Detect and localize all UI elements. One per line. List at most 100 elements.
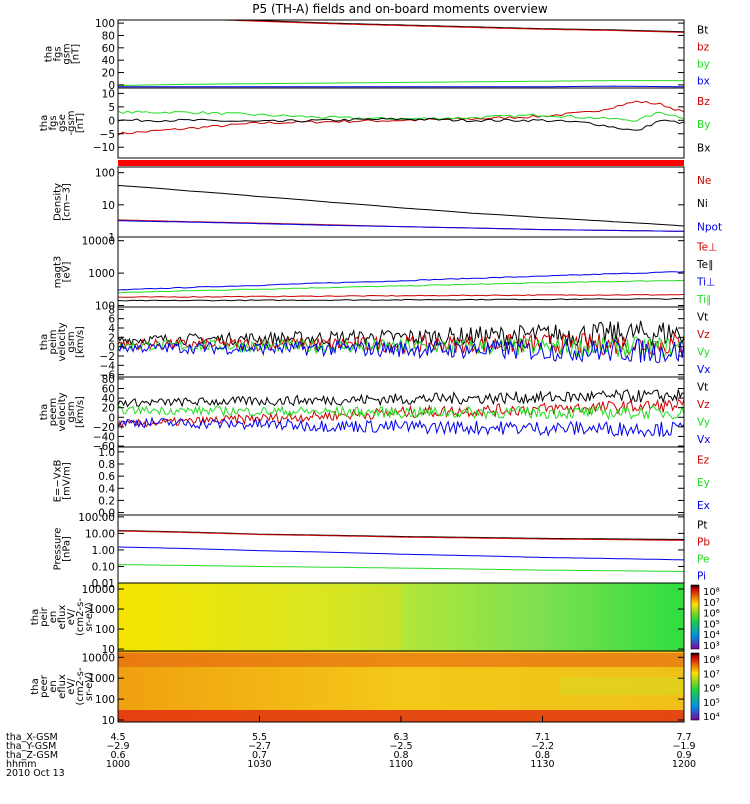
legend-Bz: Bz — [697, 96, 710, 108]
y-axis-label: Pressure[nPa] — [53, 528, 73, 571]
legend-Ni: Ni — [697, 198, 708, 210]
x-row-label: tha_Z-GSM — [6, 750, 58, 761]
legend-Vx: Vx — [697, 434, 710, 446]
y-tick-label: −20 — [93, 422, 115, 434]
series-line-Ne — [118, 219, 684, 232]
series-line-By — [118, 110, 684, 122]
x-tick-label: 1000 — [106, 759, 130, 770]
legend-Pt: Pt — [697, 519, 707, 531]
y-tick-label: 60 — [102, 43, 115, 55]
y-tick-label: 10.00 — [85, 528, 115, 540]
y-tick-label: 20 — [102, 403, 115, 415]
y-tick-label: 10 — [102, 200, 115, 212]
y-tick-label: −5 — [100, 129, 115, 141]
legend-Ez: Ez — [697, 454, 710, 466]
series-line-Te∥ — [118, 297, 684, 302]
colorbar-label: 10⁶ — [703, 684, 720, 695]
colorbar-label: 10⁷ — [703, 598, 720, 609]
series-line-Te⊥ — [118, 293, 684, 298]
y-tick-label: 10 — [102, 88, 115, 100]
x-tick-label: −2.9 — [106, 741, 129, 752]
legend-Vy: Vy — [697, 347, 710, 359]
y-tick-label: 10 — [102, 715, 115, 727]
date-label: 2010 Oct 13 — [6, 768, 65, 779]
series-line-Pi — [118, 546, 684, 561]
colorbar — [690, 652, 700, 721]
series-line-Vz — [118, 398, 684, 430]
panel-pressure: 0.01 0.10 1.00 10.00 100.00 Pressure[nPa] Pt Pb… — [53, 512, 711, 590]
colorbar — [690, 584, 700, 650]
legend-Ey: Ey — [697, 477, 710, 489]
legend-bx: bx — [697, 75, 710, 87]
colorbar-label: 10⁸ — [703, 587, 720, 598]
y-tick-label: 80 — [102, 374, 115, 386]
y-tick-label: 2 — [108, 332, 115, 344]
x-row-label: tha_X-GSM — [6, 732, 58, 743]
series-line-Bt — [226, 20, 684, 33]
y-axis-label: thapeemvelocitygsm[km/s] — [39, 392, 86, 431]
colorbar-label: 10⁶ — [703, 609, 720, 620]
chart-title: P5 (TH-A) fields and on-board moments ov… — [252, 2, 548, 16]
colorbar-label: 10⁵ — [703, 698, 720, 709]
x-tick-label: 0.7 — [252, 750, 267, 761]
y-tick-label: 1.00 — [92, 545, 115, 557]
y-tick-label: 80 — [102, 30, 115, 42]
panel-frame — [117, 376, 685, 448]
legend-Pi: Pi — [697, 570, 706, 582]
x-tick-label: 1200 — [672, 759, 696, 770]
series-line-Vx — [118, 337, 684, 364]
y-tick-label: −4 — [100, 360, 116, 372]
x-tick-label: 1030 — [247, 759, 271, 770]
y-tick-label: 0.01 — [92, 578, 115, 590]
series-line-Vy — [118, 336, 684, 359]
y-axis-label: thafgsgsm[nT] — [44, 43, 82, 64]
y-tick-label: 100 — [95, 694, 115, 706]
legend-Ex: Ex — [697, 500, 710, 512]
y-tick-label: 10000 — [82, 236, 115, 248]
series-line-Vy — [118, 404, 684, 421]
panel-frame — [117, 87, 685, 159]
series-line-Vx — [118, 416, 684, 438]
series-line-Ti⊥ — [118, 271, 684, 291]
x-tick-label: 0.8 — [393, 750, 408, 761]
x-tick-label: −1.9 — [672, 741, 695, 752]
legend-Vx: Vx — [697, 364, 710, 376]
y-tick-label: 1000 — [88, 268, 115, 280]
colorbar-label: 10⁵ — [703, 619, 720, 630]
y-tick-label: −60 — [93, 441, 115, 453]
x-tick-label: 0.6 — [110, 750, 125, 761]
spectrogram-patch — [118, 585, 401, 649]
spectrogram-patch — [559, 677, 684, 695]
legend-Te⊥: Te⊥ — [696, 242, 717, 254]
y-axis-label: E=−VxB[mV/m] — [53, 460, 73, 503]
x-tick-label: 4.5 — [110, 732, 125, 743]
y-tick-label: 1000 — [88, 604, 115, 616]
series-line-by — [118, 80, 684, 86]
x-tick-label: 5.5 — [252, 732, 267, 743]
y-tick-label: 100 — [95, 18, 115, 30]
y-tick-label: 4 — [108, 323, 115, 335]
series-line-bx — [118, 85, 684, 88]
legend-Pe: Pe — [697, 553, 709, 565]
series-line-Npot — [118, 220, 684, 232]
y-tick-label: 0 — [108, 115, 115, 127]
legend-Vt: Vt — [697, 382, 708, 394]
y-axis-label: thapeerenefluxeV/(cm2-s-sr-eV) — [30, 667, 95, 705]
y-tick-label: 1.0 — [98, 447, 115, 459]
y-tick-label: 5 — [108, 102, 115, 114]
colorbar-label: 10⁷ — [703, 669, 720, 680]
series-line-bz — [209, 20, 684, 33]
y-tick-label: 20 — [102, 68, 115, 80]
y-tick-label: 0.10 — [92, 561, 115, 573]
legend-by: by — [697, 58, 710, 70]
y-tick-label: 100.00 — [78, 512, 115, 524]
x-tick-label: −2.5 — [389, 741, 412, 752]
y-tick-label: 100 — [95, 624, 115, 636]
legend-Bx: Bx — [697, 143, 710, 155]
x-tick-label: 1130 — [530, 759, 554, 770]
panel-fgs-gse: −10−5 05 10 thafgsgse-gsm[nT] Bz By Bx — [39, 87, 710, 159]
legend-Ne: Ne — [697, 175, 711, 187]
